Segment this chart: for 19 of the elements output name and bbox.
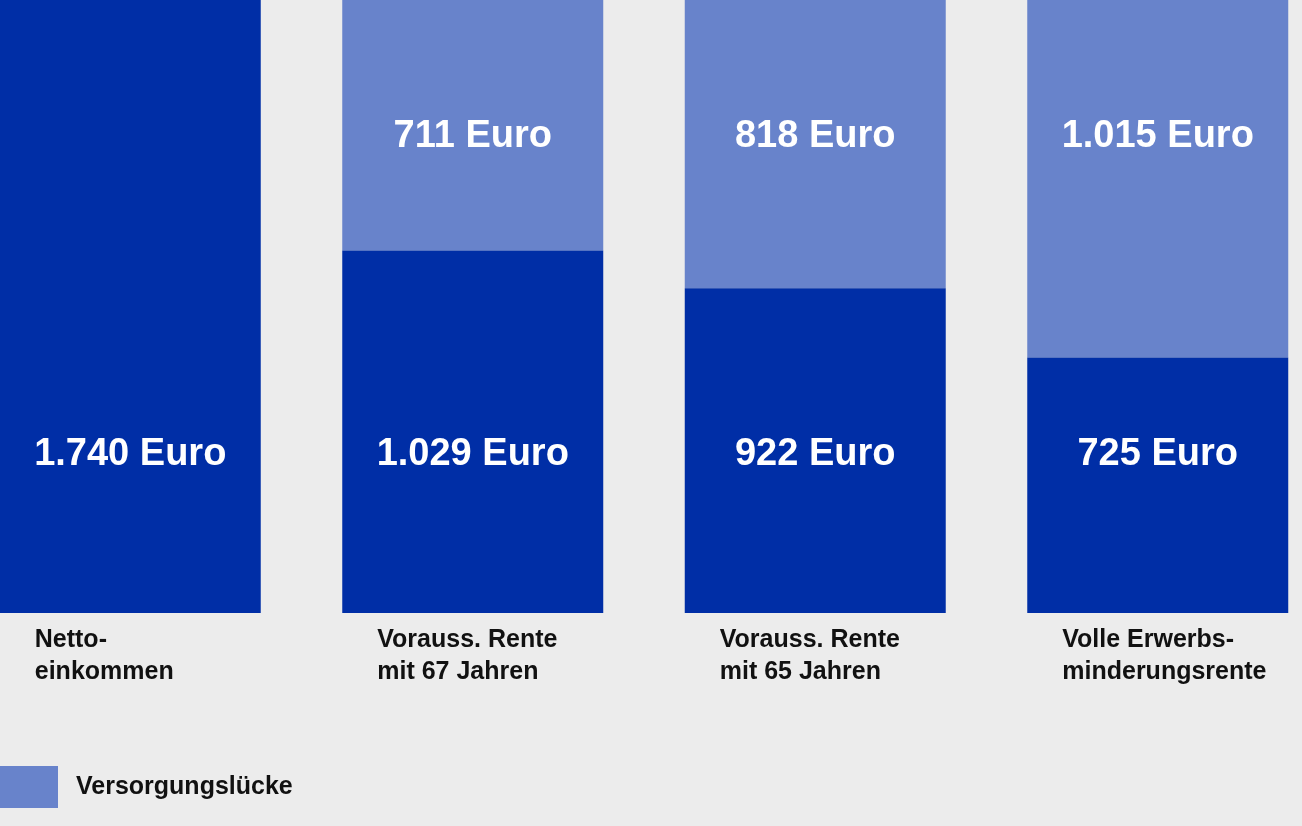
x-tick-label: Netto- einkommen [34, 623, 174, 684]
bar [0, 0, 261, 613]
data-label: 922 Euro [734, 431, 896, 474]
data-label: 818 Euro [734, 113, 896, 156]
bar [1027, 357, 1289, 613]
x-tick-label: Volle Erwerbs- minderungsrente [1062, 623, 1267, 684]
x-tick-label: Vorauss. Rente mit 65 Jahren [719, 623, 901, 684]
bar [684, 288, 946, 613]
data-label: 725 Euro [1077, 431, 1239, 474]
data-label: 1.015 Euro [1061, 113, 1254, 156]
bar [342, 250, 604, 613]
x-tick-label: Vorauss. Rente mit 67 Jahren [377, 623, 558, 684]
bar [1027, 0, 1289, 358]
data-label: 711 Euro [393, 113, 552, 156]
data-label: 1.029 Euro [376, 431, 569, 474]
bar [342, 0, 604, 251]
data-label: 1.740 Euro [34, 431, 227, 474]
legend-label: Versorgungslücke [76, 770, 293, 799]
bar [684, 0, 946, 289]
